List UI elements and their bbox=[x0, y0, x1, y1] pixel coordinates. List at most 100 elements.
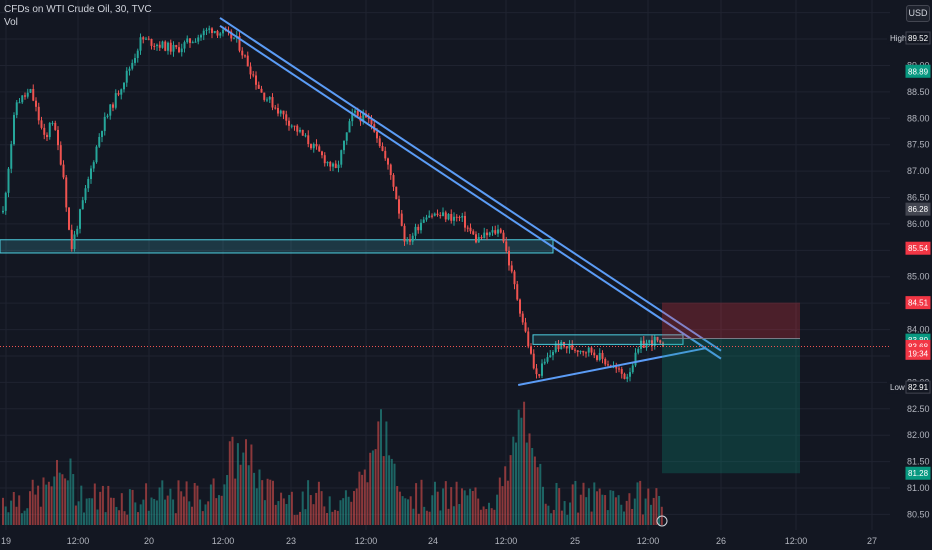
candle-body bbox=[425, 217, 428, 220]
volume-bar bbox=[107, 485, 110, 525]
volume-bar bbox=[180, 491, 183, 525]
candle-body bbox=[35, 100, 37, 107]
volume-bar bbox=[563, 501, 566, 525]
candle-body bbox=[57, 129, 59, 146]
price-tag-8: 82.91 bbox=[908, 383, 929, 392]
volume-bar bbox=[118, 510, 121, 525]
volume-bar bbox=[482, 506, 485, 525]
candle-body bbox=[431, 215, 433, 217]
currency-button[interactable]: USD bbox=[906, 5, 930, 22]
candle-body bbox=[81, 200, 84, 210]
candle-body bbox=[576, 350, 579, 353]
volume-bar bbox=[347, 496, 350, 525]
volume-bar bbox=[550, 513, 553, 525]
volume-bar bbox=[641, 514, 644, 525]
candle-body bbox=[579, 350, 582, 353]
candle-body bbox=[532, 353, 535, 369]
volume-bar bbox=[390, 458, 393, 525]
volume-bar bbox=[582, 482, 585, 525]
candle-body bbox=[651, 340, 653, 346]
candle-body bbox=[560, 341, 563, 350]
volume-bar bbox=[93, 483, 96, 525]
volume-bar bbox=[398, 491, 401, 525]
price-tag-bg-1 bbox=[905, 64, 931, 78]
candle-body bbox=[304, 135, 307, 137]
candle-body bbox=[623, 373, 626, 379]
volume-bar bbox=[355, 488, 358, 525]
candle-body bbox=[169, 42, 172, 52]
volume-bar bbox=[250, 444, 253, 525]
volume-bar bbox=[425, 510, 428, 525]
volume-bar bbox=[207, 501, 210, 525]
candle-body bbox=[216, 30, 219, 36]
volume-bar bbox=[253, 472, 256, 525]
volume-bar bbox=[539, 463, 542, 525]
volume-bar bbox=[531, 447, 534, 525]
volume-bar bbox=[31, 479, 34, 525]
volume-bar bbox=[334, 509, 337, 525]
candle-body bbox=[422, 219, 425, 223]
volume-bar bbox=[650, 504, 652, 525]
y-tick-label-4: 88.00 bbox=[907, 113, 930, 123]
candle-body bbox=[378, 138, 381, 147]
candle-body bbox=[219, 33, 222, 36]
volume-bar bbox=[658, 495, 661, 525]
candle-body bbox=[417, 226, 420, 231]
candle-body bbox=[574, 349, 576, 351]
volume-bar bbox=[110, 497, 112, 525]
price-tag-bg-9 bbox=[905, 466, 931, 480]
volume-bar bbox=[153, 498, 156, 525]
volume-bar bbox=[361, 474, 364, 525]
price-tag-7: 19:34 bbox=[908, 349, 929, 358]
volume-bar bbox=[290, 491, 293, 525]
candle-body bbox=[607, 364, 609, 366]
volume-bar bbox=[155, 500, 158, 525]
volume-bar bbox=[469, 488, 472, 525]
volume-bar bbox=[404, 498, 407, 525]
volume-bar bbox=[50, 486, 53, 525]
candle-body bbox=[299, 129, 301, 132]
volume-bar bbox=[647, 488, 650, 525]
volume-bar bbox=[509, 455, 512, 525]
candle-body bbox=[519, 299, 521, 314]
candle-body bbox=[24, 95, 26, 97]
candle-body bbox=[376, 131, 378, 139]
candle-body bbox=[403, 225, 406, 242]
volume-bar bbox=[99, 491, 102, 525]
y-tick-label-3: 88.50 bbox=[907, 87, 930, 97]
volume-bar bbox=[188, 501, 191, 525]
volume-bar bbox=[544, 503, 547, 525]
volume-bar bbox=[326, 513, 328, 525]
volume-bar bbox=[166, 495, 169, 525]
candle-body bbox=[95, 146, 98, 163]
candle-body bbox=[48, 123, 51, 138]
price-tag-9: 81.28 bbox=[908, 469, 929, 478]
candle-body bbox=[233, 37, 235, 39]
price-axis-bg bbox=[890, 0, 932, 550]
candle-body bbox=[510, 265, 513, 272]
volume-bar bbox=[128, 489, 131, 525]
candle-body bbox=[310, 144, 312, 149]
volume-bar bbox=[112, 497, 115, 525]
candle-body bbox=[590, 347, 593, 353]
volume-bar bbox=[555, 482, 558, 525]
candle-body bbox=[246, 55, 249, 67]
candle-body bbox=[249, 66, 252, 75]
volume-bar bbox=[226, 475, 229, 525]
candle-body bbox=[538, 374, 541, 376]
candle-body bbox=[513, 271, 516, 285]
volume-bar bbox=[274, 504, 277, 525]
volume-bar bbox=[350, 501, 353, 525]
volume-bar bbox=[417, 513, 420, 525]
candle-body bbox=[387, 158, 389, 165]
volume-bar bbox=[58, 472, 61, 525]
candle-body bbox=[120, 89, 123, 95]
candle-body bbox=[183, 42, 186, 49]
volume-bar bbox=[7, 512, 10, 525]
volume-bar bbox=[317, 481, 320, 525]
candle-body bbox=[139, 37, 142, 51]
candle-body bbox=[178, 47, 180, 53]
volume-bar bbox=[231, 436, 234, 525]
